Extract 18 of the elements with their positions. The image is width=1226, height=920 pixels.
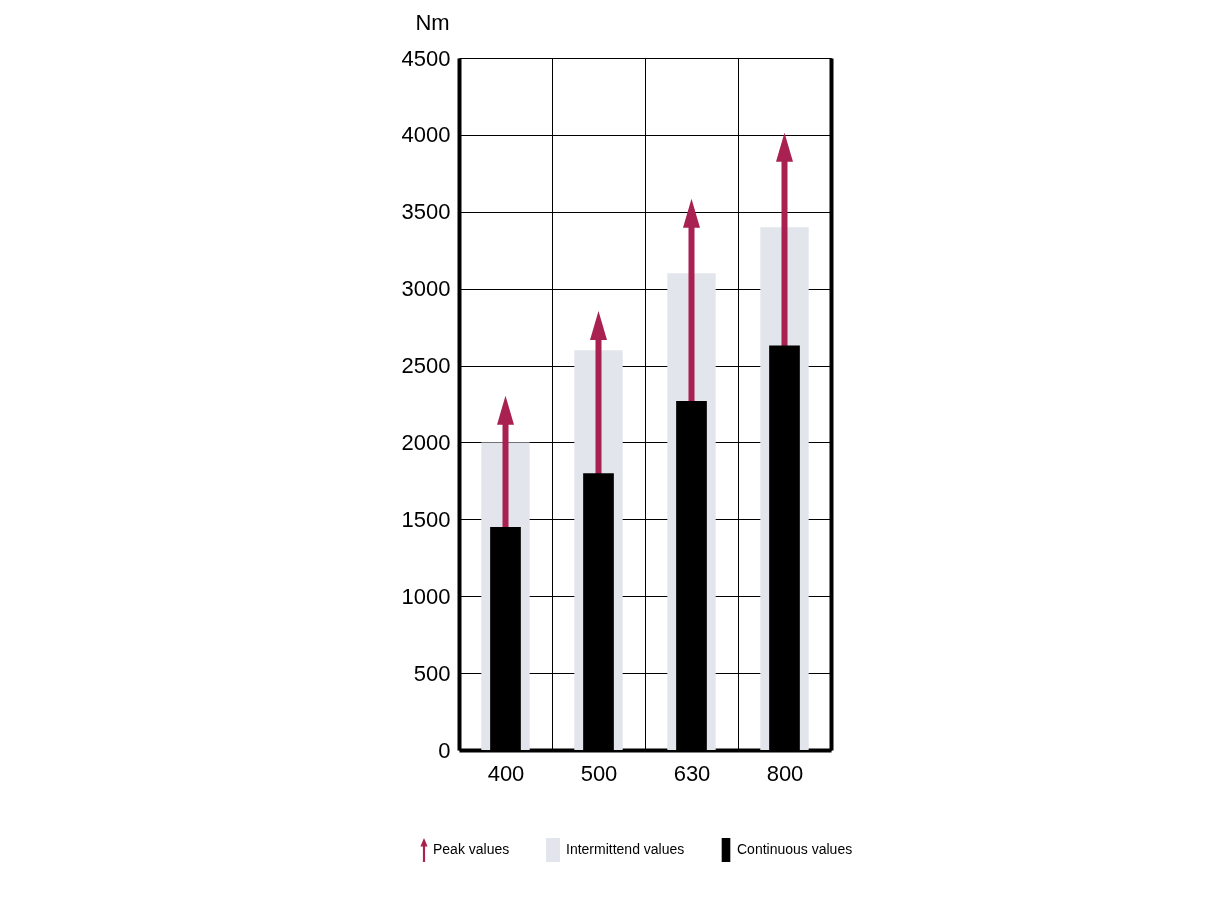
y-tick-label: 2500 [401, 353, 451, 379]
y-tick-label: 1500 [401, 506, 451, 532]
y-tick-label: 3000 [401, 276, 451, 302]
y-tick-label: 500 [413, 660, 451, 686]
y-axis-title: Nm [415, 9, 450, 35]
x-tick-label: 800 [766, 760, 804, 786]
y-tick-label: 1000 [401, 583, 451, 609]
y-tick-label: 3500 [401, 199, 451, 225]
y-tick-label: 0 [438, 737, 451, 763]
y-tick-label: 4000 [401, 122, 451, 148]
legend-label: Continuous values [737, 841, 853, 857]
x-tick-label: 400 [487, 760, 525, 786]
y-tick-label: 2000 [401, 429, 451, 455]
x-tick-label: 500 [580, 760, 618, 786]
y-tick-label: 4500 [401, 45, 451, 71]
legend-label: Intermittend values [566, 841, 685, 857]
x-tick-label: 630 [673, 760, 711, 786]
legend-label: Peak values [433, 841, 510, 857]
